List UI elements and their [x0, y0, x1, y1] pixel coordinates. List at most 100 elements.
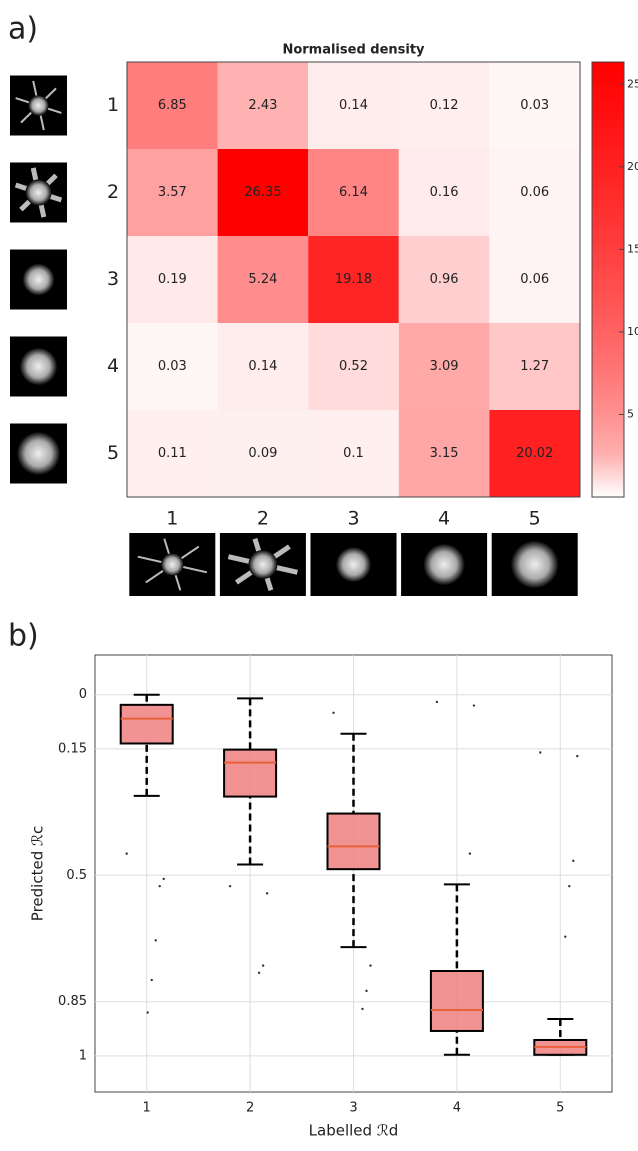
- cell-label: 0.09: [248, 446, 277, 461]
- heatmap-cell: [217, 62, 309, 149]
- x-tick-label: 2: [246, 1101, 254, 1116]
- heatmap-cell: [489, 323, 580, 410]
- outlier: [261, 964, 265, 967]
- box: [429, 970, 484, 1032]
- particle-body: [423, 543, 465, 586]
- row-label: 5: [107, 442, 119, 464]
- heatmap-cell: [127, 323, 218, 410]
- heatmap-cell: [217, 323, 309, 410]
- y-tick-label: 0: [79, 687, 87, 702]
- box: [223, 748, 278, 798]
- outlier: [576, 754, 579, 758]
- outlier: [154, 939, 157, 942]
- panel-label: b): [8, 619, 39, 654]
- column-label: 1: [166, 508, 178, 530]
- heatmap-cell: [308, 149, 399, 236]
- outlier: [435, 700, 439, 704]
- heatmap-cell: [398, 236, 490, 323]
- heatmap-cell: [127, 62, 218, 149]
- outlier: [369, 964, 372, 967]
- outlier: [265, 892, 269, 895]
- outlier: [572, 859, 575, 863]
- cell-label: 0.19: [158, 272, 187, 287]
- colorbar-tick-label: 5: [627, 407, 634, 420]
- x-tick-label: 1: [143, 1101, 151, 1116]
- cell-label: 3.15: [430, 446, 459, 461]
- cell-label: 0.96: [430, 272, 459, 287]
- outlier: [146, 1011, 149, 1014]
- heatmap-cell: [398, 149, 490, 236]
- column-label: 4: [438, 508, 450, 530]
- particle-body: [335, 546, 372, 583]
- outlier: [472, 704, 476, 707]
- x-axis-label: Labelled ℛd: [309, 1122, 399, 1140]
- column-label: 3: [347, 508, 359, 530]
- chart-title: Normalised density: [282, 43, 425, 58]
- outlier: [332, 711, 335, 714]
- x-tick-label: 3: [349, 1101, 357, 1116]
- panel-label: a): [8, 12, 38, 47]
- cell-label: 0.06: [520, 185, 549, 200]
- cell-label: 0.14: [339, 98, 368, 113]
- colorbar: [591, 61, 625, 498]
- outlier: [568, 884, 571, 888]
- outlier: [257, 971, 261, 975]
- outlier: [539, 751, 542, 754]
- particle-body: [160, 553, 184, 576]
- colorbar-tick-label: 25: [627, 77, 638, 90]
- heatmap-cell: [489, 149, 580, 236]
- outlier: [150, 978, 153, 982]
- heatmap-cell: [398, 62, 490, 149]
- cell-label: 6.14: [339, 185, 368, 200]
- particle-body: [22, 263, 55, 296]
- outlier: [365, 989, 368, 993]
- cell-label: 1.27: [520, 359, 549, 374]
- cell-label: 26.35: [244, 185, 281, 200]
- x-tick-label: 5: [556, 1101, 564, 1116]
- box: [326, 812, 381, 871]
- particle-body: [25, 179, 52, 206]
- y-tick-label: 0.85: [58, 994, 87, 1009]
- cell-label: 0.14: [248, 359, 277, 374]
- heatmap-cell: [217, 410, 309, 497]
- cell-label: 6.85: [158, 98, 187, 113]
- row-label: 1: [107, 94, 119, 116]
- cell-label: 0.52: [339, 359, 368, 374]
- cell-label: 0.06: [520, 272, 549, 287]
- plot-border: [126, 61, 581, 498]
- cell-label: 0.1: [343, 446, 364, 461]
- heatmap-cell: [127, 149, 218, 236]
- column-label: 5: [529, 508, 541, 530]
- cell-label: 5.24: [248, 272, 277, 287]
- cell-label: 19.18: [335, 272, 372, 287]
- y-axis-label: Predicted ℛc: [29, 826, 47, 921]
- y-tick-label: 1: [79, 1048, 87, 1063]
- heatmap-cell: [308, 236, 399, 323]
- y-tick-label: 0.15: [58, 741, 87, 756]
- heatmap-cell: [489, 236, 580, 323]
- outlier: [468, 852, 472, 855]
- cell-label: 0.03: [158, 359, 187, 374]
- row-label: 3: [107, 268, 119, 290]
- particle-body: [248, 550, 278, 579]
- outlier: [162, 877, 165, 881]
- heatmap-cell: [217, 236, 309, 323]
- outlier: [361, 1007, 364, 1011]
- cell-label: 20.02: [516, 446, 553, 461]
- heatmap-cell: [489, 410, 580, 497]
- colorbar-tick-label: 15: [627, 242, 638, 255]
- cell-label: 3.09: [430, 359, 459, 374]
- box: [119, 703, 174, 745]
- particle-body: [19, 347, 58, 386]
- outlier: [125, 852, 128, 855]
- cell-label: 0.16: [430, 185, 459, 200]
- heatmap-cell: [308, 62, 399, 149]
- heatmap-cell: [489, 62, 580, 149]
- particle-body: [28, 95, 49, 116]
- particle-body: [16, 431, 61, 476]
- outlier: [228, 884, 232, 888]
- y-tick-label: 0.5: [66, 868, 87, 883]
- heatmap-cell: [398, 410, 490, 497]
- row-label: 4: [107, 355, 119, 377]
- heatmap-cell: [217, 149, 309, 236]
